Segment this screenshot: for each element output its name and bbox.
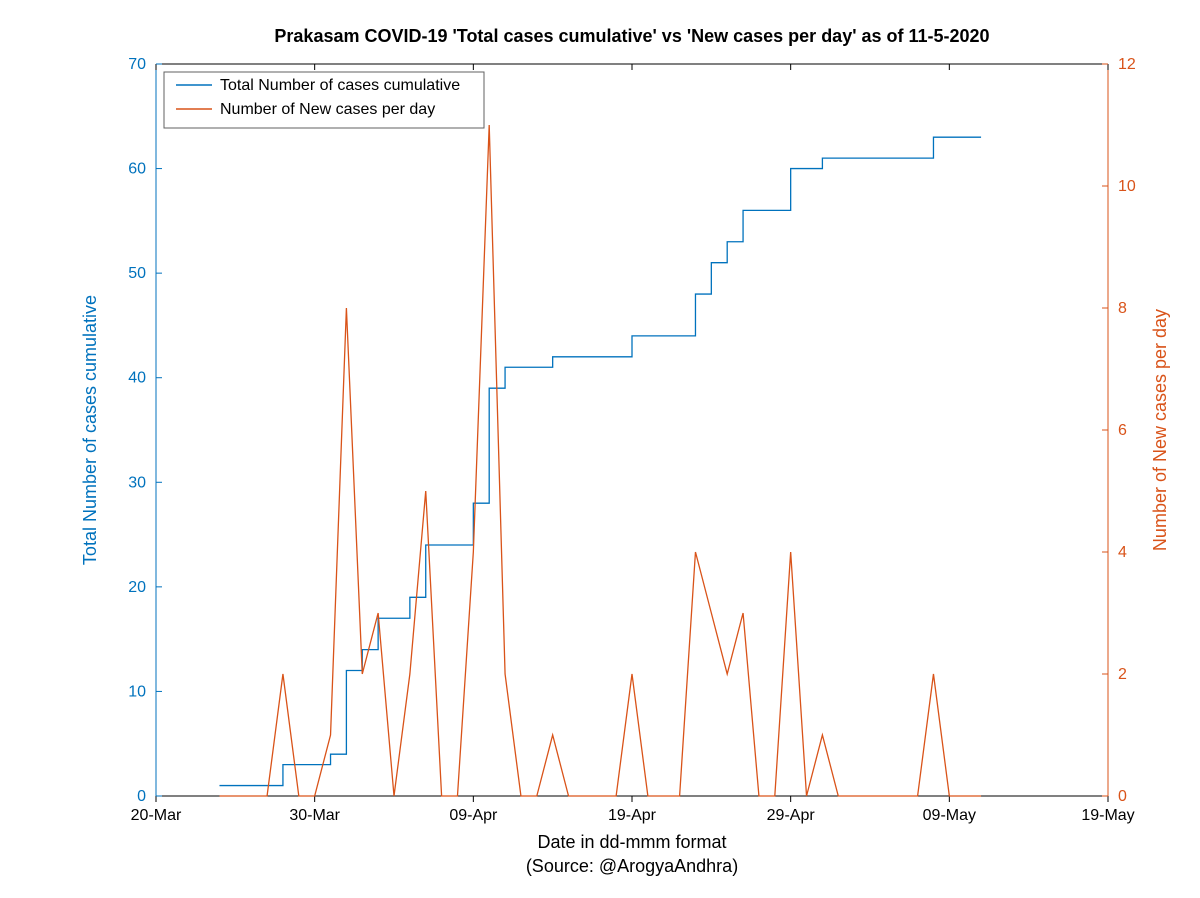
series-cumulative-line [219, 137, 981, 785]
y-left-tick-label: 30 [128, 474, 146, 491]
x-axis-label-1: Date in dd-mmm format [537, 832, 726, 852]
x-axis-label-2: (Source: @ArogyaAndhra) [526, 856, 738, 876]
x-tick-label: 29-Apr [767, 807, 816, 824]
legend-label: Number of New cases per day [220, 101, 435, 118]
y-left-tick-label: 0 [137, 788, 146, 805]
x-tick-label: 19-Apr [608, 807, 657, 824]
x-tick-label: 20-Mar [131, 807, 182, 824]
legend-label: Total Number of cases cumulative [220, 77, 460, 94]
chart-container: Prakasam COVID-19 'Total cases cumulativ… [0, 0, 1200, 898]
x-tick-label: 09-May [923, 807, 976, 824]
y-left-tick-label: 50 [128, 265, 146, 282]
chart-title: Prakasam COVID-19 'Total cases cumulativ… [274, 26, 989, 46]
x-tick-label: 30-Mar [289, 807, 340, 824]
y-left-tick-label: 60 [128, 161, 146, 178]
y-left-tick-label: 70 [128, 56, 146, 73]
y-right-tick-label: 10 [1118, 178, 1136, 195]
y-left-axis-label: Total Number of cases cumulative [80, 295, 100, 565]
x-tick-label: 09-Apr [449, 807, 498, 824]
y-right-tick-label: 4 [1118, 544, 1127, 561]
y-right-tick-label: 8 [1118, 300, 1127, 317]
y-right-axis-label: Number of New cases per day [1150, 309, 1170, 551]
y-left-tick-label: 10 [128, 683, 146, 700]
y-right-tick-label: 6 [1118, 422, 1127, 439]
y-right-tick-label: 0 [1118, 788, 1127, 805]
y-left-tick-label: 20 [128, 579, 146, 596]
y-right-tick-label: 2 [1118, 666, 1127, 683]
x-tick-label: 19-May [1081, 807, 1134, 824]
chart-svg: Prakasam COVID-19 'Total cases cumulativ… [0, 0, 1200, 898]
y-left-tick-label: 40 [128, 370, 146, 387]
y-right-tick-label: 12 [1118, 56, 1136, 73]
series-newcases-line [219, 125, 981, 796]
